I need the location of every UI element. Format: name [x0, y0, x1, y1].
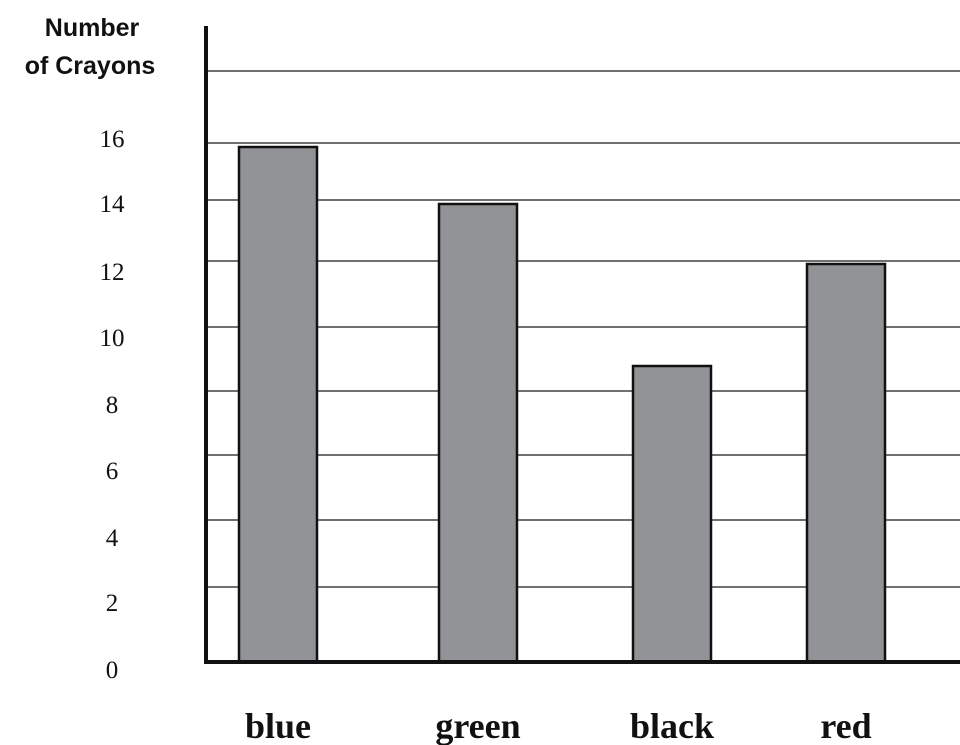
y-tick-label-0: 0 [106, 657, 119, 684]
bars [237, 145, 887, 664]
bar-green [437, 202, 519, 664]
axes [204, 26, 960, 664]
y-axis-title-line-1: Number [45, 14, 140, 42]
y-axis-title-line-2: of Crayons [25, 52, 156, 80]
y-tick-label-12: 12 [100, 259, 125, 286]
y-tick-labels: 0 2 4 6 8 10 12 14 16 [100, 126, 126, 684]
x-tick-labels: blue green black red [245, 706, 872, 745]
gridlines [206, 70, 960, 588]
x-tick-label-blue: blue [245, 706, 311, 745]
x-tick-label-black: black [630, 706, 714, 745]
y-tick-label-16: 16 [100, 126, 125, 153]
bar-blue [237, 145, 319, 664]
y-tick-label-2: 2 [106, 590, 119, 617]
y-tick-label-4: 4 [106, 525, 119, 552]
x-tick-label-red: red [820, 706, 871, 745]
y-tick-label-10: 10 [100, 325, 125, 352]
bar-red [805, 262, 887, 664]
y-tick-label-14: 14 [100, 191, 126, 218]
bar-black [631, 364, 713, 664]
y-tick-label-8: 8 [106, 392, 119, 419]
y-tick-label-6: 6 [106, 458, 119, 485]
y-axis-title: Number of Crayons [25, 14, 156, 80]
x-tick-label-green: green [435, 706, 520, 745]
